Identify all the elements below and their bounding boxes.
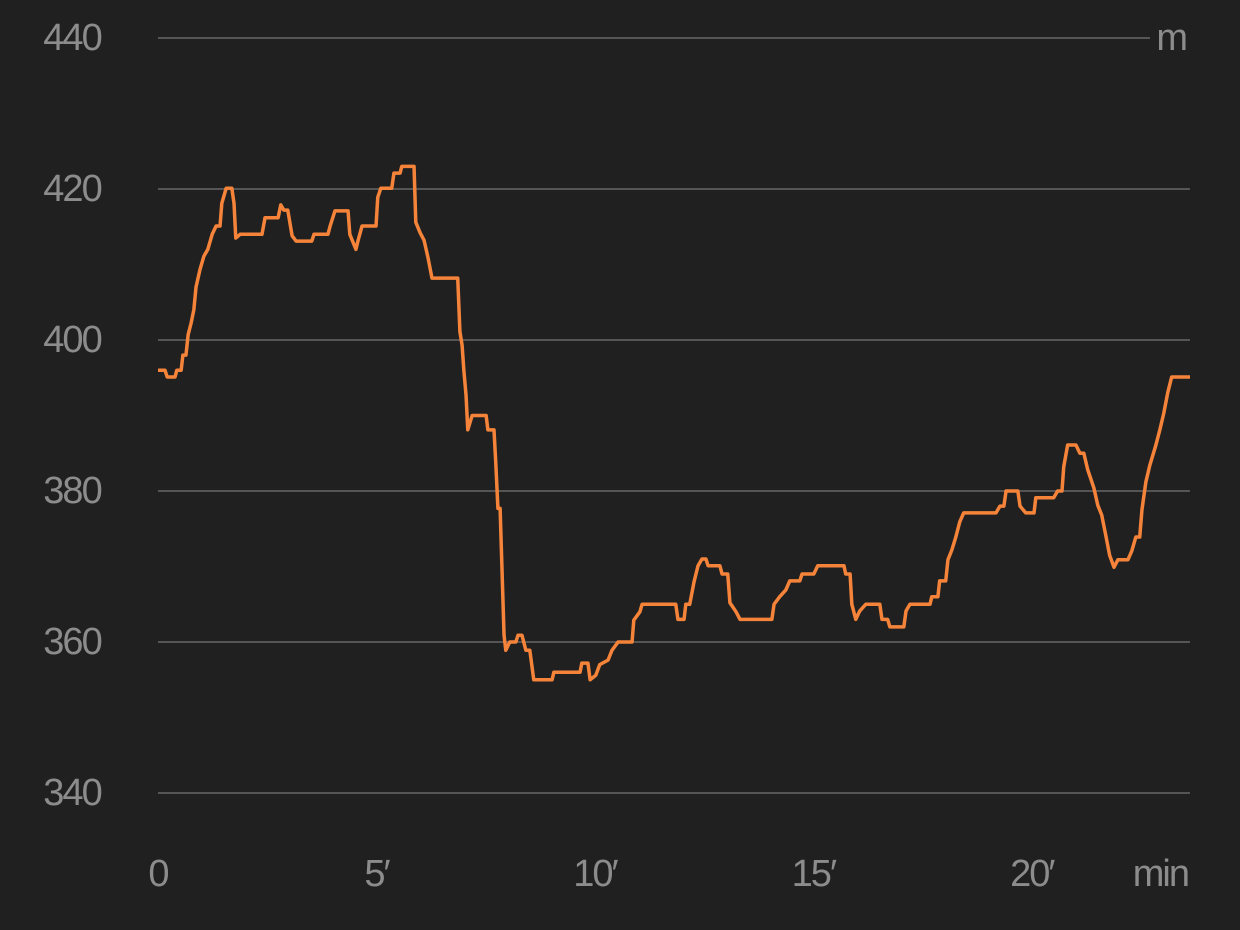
x-tick-label: 10′	[573, 853, 618, 895]
x-tick-label: 0	[148, 853, 168, 895]
x-tick-label: 15′	[792, 853, 837, 895]
y-tick-label: 400	[43, 319, 101, 361]
x-tick-label: 5′	[364, 853, 390, 895]
y-tick-label: 380	[43, 470, 101, 512]
x-unit: min	[1133, 853, 1188, 895]
y-tick-label: 420	[43, 168, 101, 210]
elevation-line	[158, 164, 1190, 682]
x-tick-label: 20′	[1010, 853, 1055, 895]
y-unit: m	[1156, 17, 1186, 59]
y-tick-label: 340	[43, 772, 101, 814]
y-tick-label: 440	[43, 17, 101, 59]
y-tick-label: 360	[43, 621, 101, 663]
